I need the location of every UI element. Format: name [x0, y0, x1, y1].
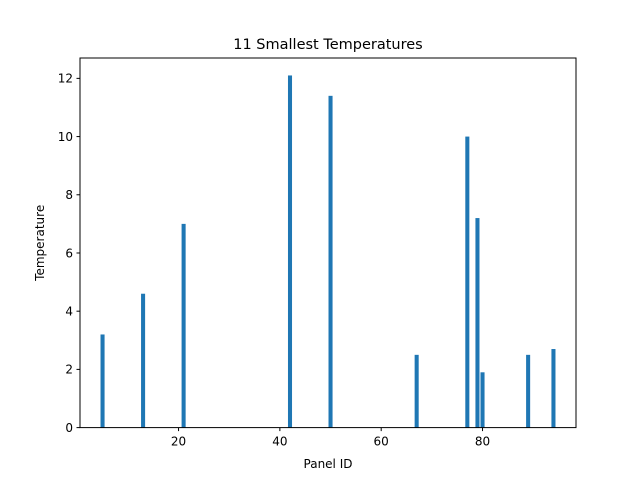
- bar-panel-80: [480, 372, 485, 428]
- x-axis-title: Panel ID: [304, 457, 353, 471]
- bar-panel-77: [465, 136, 470, 428]
- y-tick-label: 10: [58, 130, 73, 144]
- x-tick-label: 40: [272, 435, 287, 449]
- y-axis: 0 2 4 6 8 10 12: [58, 72, 80, 435]
- chart-title: 11 Smallest Temperatures: [233, 37, 423, 53]
- y-tick-label: 2: [65, 363, 73, 377]
- x-tick-label: 60: [374, 435, 389, 449]
- bar-panel-21: [181, 223, 186, 428]
- y-tick-label: 8: [65, 188, 73, 202]
- bar-panel-79: [475, 218, 480, 428]
- bar-panel-42: [287, 75, 293, 428]
- bar-panel-50: [328, 95, 333, 428]
- bar-panel-94: [551, 349, 556, 428]
- plot-frame: [79, 57, 577, 429]
- y-axis-title: Temperature: [33, 205, 47, 282]
- bars-group: [100, 75, 556, 428]
- y-tick-label: 6: [65, 246, 73, 260]
- bar-panel-13: [141, 293, 146, 428]
- x-tick-label: 20: [171, 435, 186, 449]
- y-tick-label: 4: [65, 304, 73, 318]
- bar-panel-67: [414, 354, 419, 428]
- x-tick-label: 80: [475, 435, 490, 449]
- x-axis: 20 40 60 80: [171, 427, 490, 449]
- y-tick-label: 12: [58, 72, 73, 86]
- bar-panel-89: [526, 354, 531, 428]
- bar-panel-5: [100, 334, 105, 428]
- y-tick-label: 0: [65, 421, 73, 435]
